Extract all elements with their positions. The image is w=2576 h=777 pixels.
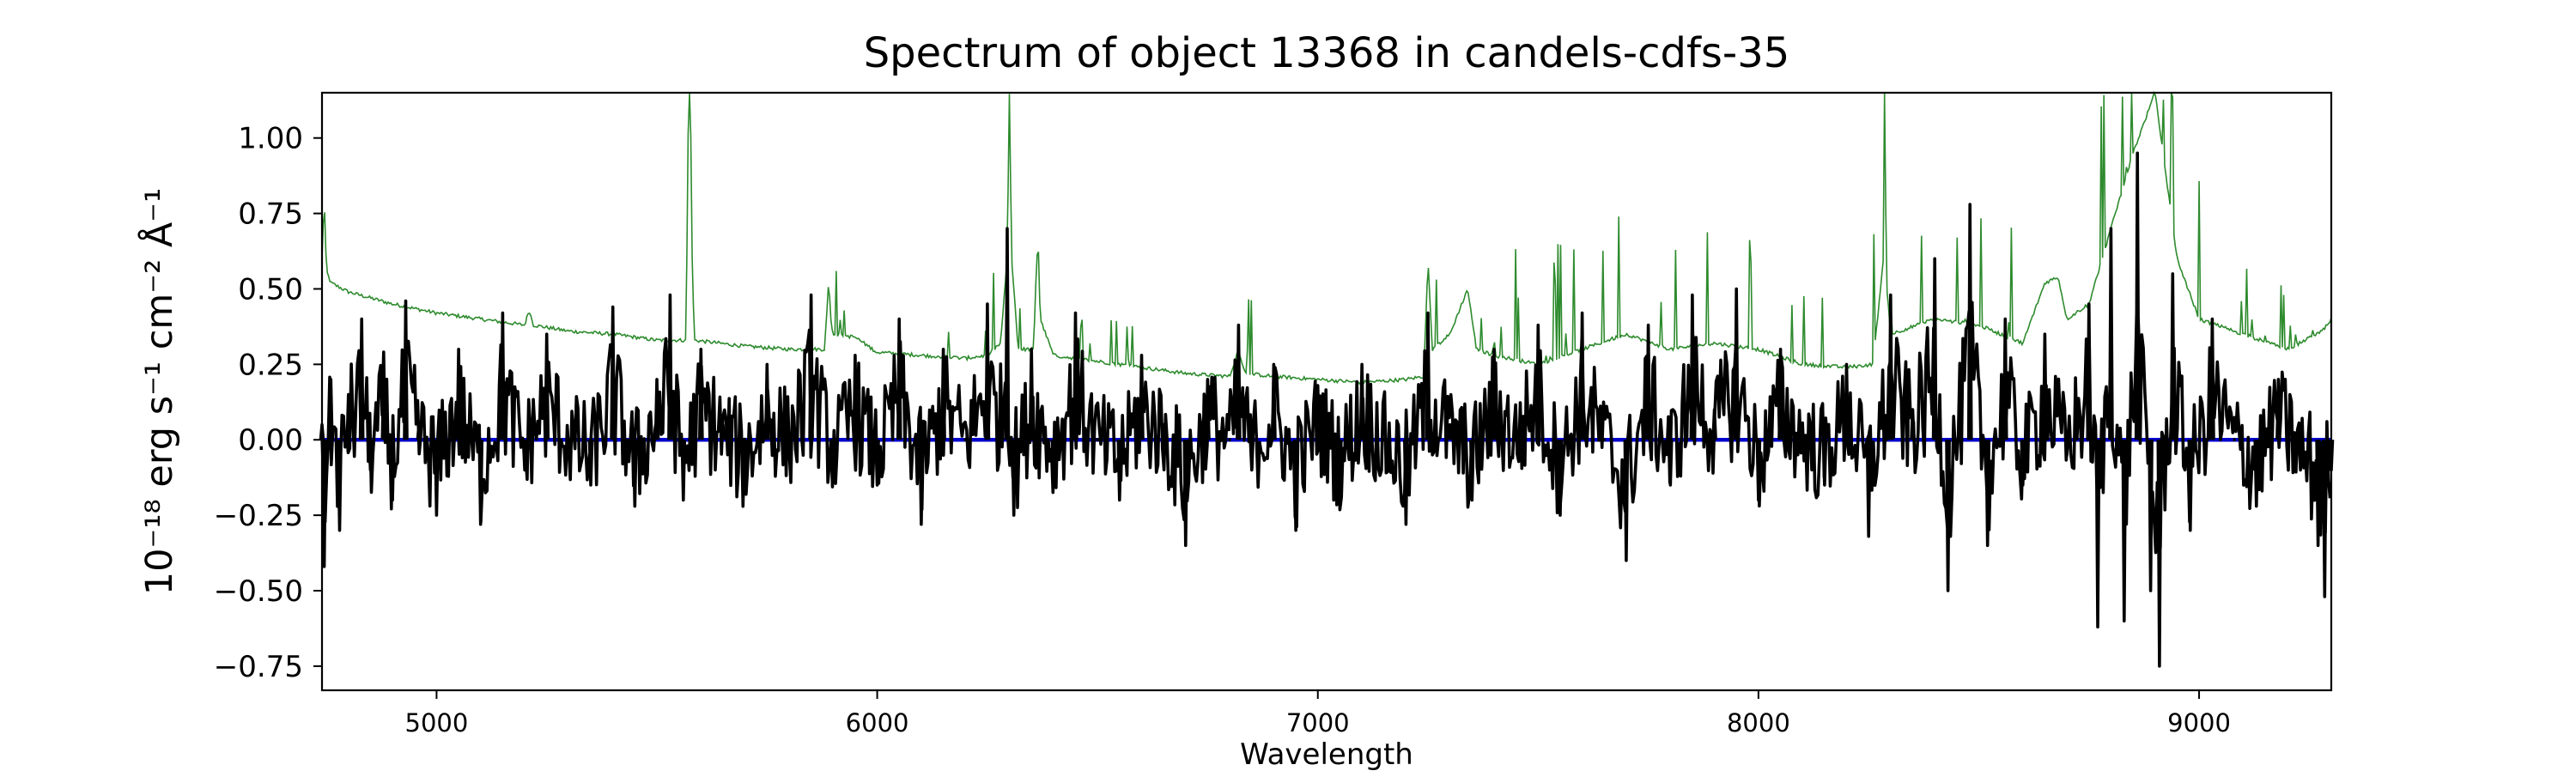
series-layer xyxy=(319,90,2335,668)
x-tick-label: 9000 xyxy=(2167,708,2231,738)
error-spectrum-line xyxy=(321,90,2332,385)
x-axis-label: Wavelength xyxy=(1240,738,1413,772)
y-tick-label: −0.25 xyxy=(214,499,303,533)
y-tick-label: 0.50 xyxy=(238,272,303,307)
flux-spectrum-line xyxy=(319,151,2335,668)
x-tick-label: 6000 xyxy=(846,708,909,738)
y-tick-label: −0.75 xyxy=(214,650,303,684)
y-tick-label: 0.00 xyxy=(238,423,303,458)
x-axis: 5000 6000 7000 8000 9000 xyxy=(405,690,2231,738)
y-tick-label: 1.00 xyxy=(238,122,303,156)
plot-frame xyxy=(320,91,2333,692)
y-tick-label: −0.50 xyxy=(214,574,303,609)
y-axis-label: 10⁻¹⁸ erg s⁻¹ cm⁻² Å⁻¹ xyxy=(137,188,181,595)
y-axis: 1.00 0.75 0.50 0.25 0.00 −0.25 −0.50 −0.75 xyxy=(214,122,322,684)
x-tick-label: 5000 xyxy=(405,708,469,738)
y-tick-label: 0.75 xyxy=(238,197,303,232)
x-tick-label: 8000 xyxy=(1727,708,1790,738)
y-tick-label: 0.25 xyxy=(238,348,303,382)
chart-title: Spectrum of object 13368 in candels-cdfs… xyxy=(864,29,1790,77)
x-tick-label: 7000 xyxy=(1286,708,1350,738)
